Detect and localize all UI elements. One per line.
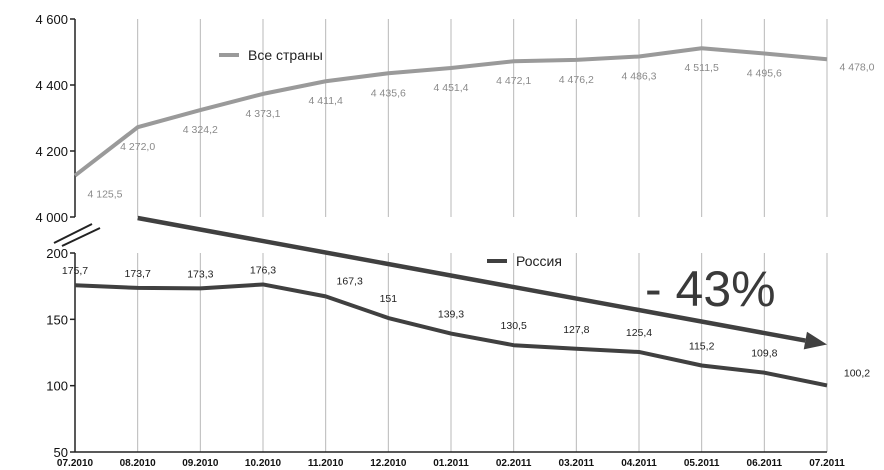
data-label: 4 125,5: [87, 189, 122, 201]
trend-arrow: [137, 215, 827, 350]
x-tick-label: 07.2010: [57, 458, 94, 469]
x-tick-label: 09.2010: [182, 458, 219, 469]
x-tick-label: 07.2011: [809, 458, 845, 469]
axis-break-mark: [53, 223, 93, 244]
data-label: 173,7: [125, 268, 151, 280]
trend-arrow-head: [803, 331, 827, 350]
data-label: 151: [380, 293, 398, 305]
series-lines: [73, 46, 828, 388]
data-label: 100,2: [844, 367, 870, 379]
y-tick-label: 50: [54, 445, 68, 460]
legend: Все страны Россия: [219, 47, 562, 269]
x-tick-label: 03.2011: [559, 458, 595, 469]
y-tick-label: 4 600: [35, 12, 68, 27]
data-label: 4 486,3: [621, 71, 656, 83]
data-label: 109,8: [751, 348, 777, 360]
data-label: 4 511,5: [685, 62, 719, 74]
axis-break-mark: [61, 227, 101, 247]
y-tick-label: 200: [46, 246, 68, 261]
y-tick-label: 4 000: [35, 210, 68, 225]
data-label: 115,2: [689, 341, 715, 353]
x-tick-label: 04.2011: [621, 458, 657, 469]
x-tick-label: 06.2011: [747, 458, 783, 469]
legend-label-russia: Россия: [516, 253, 562, 269]
data-label: 130,5: [501, 320, 527, 332]
axes: 4 000 4 200 4 400 4 600 50 100 150 200 07.2010 08…: [35, 12, 845, 469]
data-label: 4 451,4: [433, 82, 468, 94]
data-label: 127,8: [563, 324, 589, 336]
y-tick-label: 4 200: [35, 144, 68, 159]
series-line: [73, 46, 828, 178]
data-label: 125,4: [626, 327, 652, 339]
x-tick-label: 10.2010: [245, 458, 282, 469]
data-label: 4 478,0: [839, 61, 874, 73]
trend-arrow-shaft: [137, 215, 806, 343]
data-label: 4 272,0: [120, 141, 155, 153]
data-label: 4 324,2: [183, 124, 218, 136]
x-tick-label: 02.2011: [496, 458, 532, 469]
y-tick-label: 100: [46, 379, 68, 394]
legend-label-all-countries: Все страны: [248, 47, 323, 63]
y-tick-label: 4 400: [35, 78, 68, 93]
data-label: 4 495,6: [747, 67, 782, 79]
x-tick-label: 01.2011: [433, 458, 469, 469]
x-tick-label: 11.2010: [308, 458, 344, 469]
data-label: 175,7: [62, 265, 88, 277]
data-label: 139,3: [438, 309, 464, 321]
data-label: 4 472,1: [496, 75, 531, 87]
data-labels: 4 125,5 4 272,0 4 324,2 4 373,1 4 411,4 4 435…: [62, 61, 875, 379]
data-label: 167,3: [337, 275, 363, 287]
data-label: 4 411,4: [309, 95, 343, 107]
decline-annotation: - 43%: [645, 261, 776, 317]
data-label: 4 373,1: [245, 108, 280, 120]
data-label: 4 435,6: [371, 87, 406, 99]
data-label: 173,3: [187, 268, 213, 280]
x-tick-label: 12.2010: [370, 458, 407, 469]
y-tick-label: 150: [46, 312, 68, 327]
x-tick-label: 08.2010: [120, 458, 157, 469]
x-tick-label: 05.2011: [684, 458, 720, 469]
data-label: 4 476,2: [559, 74, 594, 86]
data-label: 176,3: [250, 264, 276, 276]
series-line: [74, 282, 828, 388]
